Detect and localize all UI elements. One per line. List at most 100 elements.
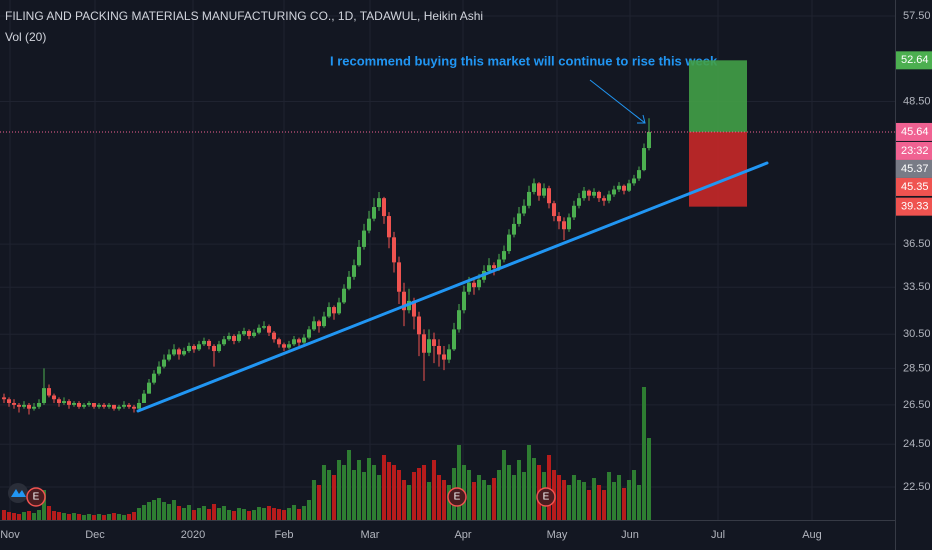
y-tick-label: 24.50 <box>903 438 931 450</box>
volume-bar <box>607 472 611 520</box>
x-tick-label: Jul <box>711 529 725 541</box>
volume-bar <box>337 460 341 520</box>
volume-bar <box>647 438 651 520</box>
candle-body <box>102 404 106 407</box>
volume-bar <box>202 506 206 520</box>
x-tick-label: Apr <box>454 529 471 541</box>
volume-bar <box>512 475 516 520</box>
logo-mark[interactable] <box>11 489 26 497</box>
candle-body <box>217 344 221 352</box>
volume-bar <box>162 502 166 520</box>
y-tick-label: 26.50 <box>903 399 931 411</box>
candle-body <box>67 401 71 405</box>
candle-body <box>42 388 46 403</box>
candle-body <box>402 291 406 311</box>
candle-body <box>87 402 91 405</box>
candle-body <box>237 334 241 341</box>
candle-body <box>517 213 521 224</box>
volume-bar <box>227 510 231 520</box>
candle-body <box>477 279 481 288</box>
x-tick-label: Dec <box>85 529 105 541</box>
candle-body <box>522 205 526 214</box>
volume-bar <box>407 485 411 520</box>
volume-bar <box>387 462 391 520</box>
x-tick-label: May <box>547 529 568 541</box>
candle-body <box>572 205 576 218</box>
volume-bar <box>612 482 616 520</box>
candle-body <box>382 198 386 217</box>
volume-bar <box>637 485 641 520</box>
volume-bar <box>92 515 96 520</box>
volume-bar <box>322 465 326 520</box>
y-tick-label: 57.50 <box>903 10 931 22</box>
volume-bar <box>457 445 461 520</box>
candle-body <box>387 216 391 238</box>
volume-bar <box>417 468 421 520</box>
volume-bar <box>77 514 81 520</box>
volume-bar <box>477 475 481 520</box>
candle-body <box>117 406 121 409</box>
y-tick-label: 30.50 <box>903 328 931 340</box>
event-marker <box>447 487 467 507</box>
event-marker <box>26 487 46 507</box>
volume-bar <box>127 514 131 520</box>
logo[interactable] <box>8 483 28 503</box>
candle-body <box>397 262 401 292</box>
candle-body <box>157 366 161 374</box>
volume-bar <box>642 387 646 520</box>
price-tag <box>896 51 932 70</box>
volume-bar <box>562 480 566 520</box>
x-tick-label: Mar <box>361 529 380 541</box>
candle-body <box>32 406 36 409</box>
candle-body <box>337 302 341 314</box>
candle-body <box>527 191 531 206</box>
volume-bar <box>152 500 156 520</box>
candle-body <box>77 402 81 407</box>
candle-body <box>432 339 436 346</box>
candle-body <box>292 339 296 345</box>
candle-body <box>257 327 261 333</box>
candle-body <box>437 345 441 355</box>
volume-bar <box>192 510 196 520</box>
volume-bar <box>517 460 521 520</box>
candle-body <box>427 339 431 353</box>
candle-body <box>457 310 461 330</box>
volume-bar <box>147 502 151 520</box>
candle-body <box>422 334 426 353</box>
volume-bar <box>502 450 506 520</box>
candle-body <box>577 198 581 206</box>
candle-body <box>7 399 11 403</box>
volume-bar <box>262 508 266 520</box>
candle-body <box>97 404 101 407</box>
volume-bar <box>207 509 211 520</box>
volume-bar <box>107 514 111 520</box>
candle-body <box>377 198 381 208</box>
x-tick-label: Jun <box>621 529 639 541</box>
volume-bar <box>37 510 41 520</box>
volume-bar <box>572 475 576 520</box>
candle-body <box>12 402 16 405</box>
candle-body <box>307 329 311 338</box>
candle-body <box>327 307 331 317</box>
candle-body <box>137 402 141 409</box>
candle-body <box>287 344 291 348</box>
candle-body <box>557 216 561 222</box>
candle-body <box>142 393 146 403</box>
price-tag-label: 45.37 <box>901 163 929 175</box>
volume-bar <box>67 514 71 520</box>
candle-body <box>582 190 586 199</box>
volume-bar <box>362 472 366 520</box>
volume-bar <box>47 506 51 520</box>
volume-bar <box>487 485 491 520</box>
y-tick-label: 33.50 <box>903 281 931 293</box>
candle-body <box>372 207 376 219</box>
y-tick-label: 36.50 <box>903 238 931 250</box>
volume-bar <box>287 508 291 520</box>
price-tag <box>896 159 932 178</box>
annotation-arrow <box>589 79 646 124</box>
candle-body <box>82 404 86 407</box>
candle-body <box>392 237 396 263</box>
price-tag <box>896 177 932 196</box>
volume-bar <box>282 510 286 520</box>
